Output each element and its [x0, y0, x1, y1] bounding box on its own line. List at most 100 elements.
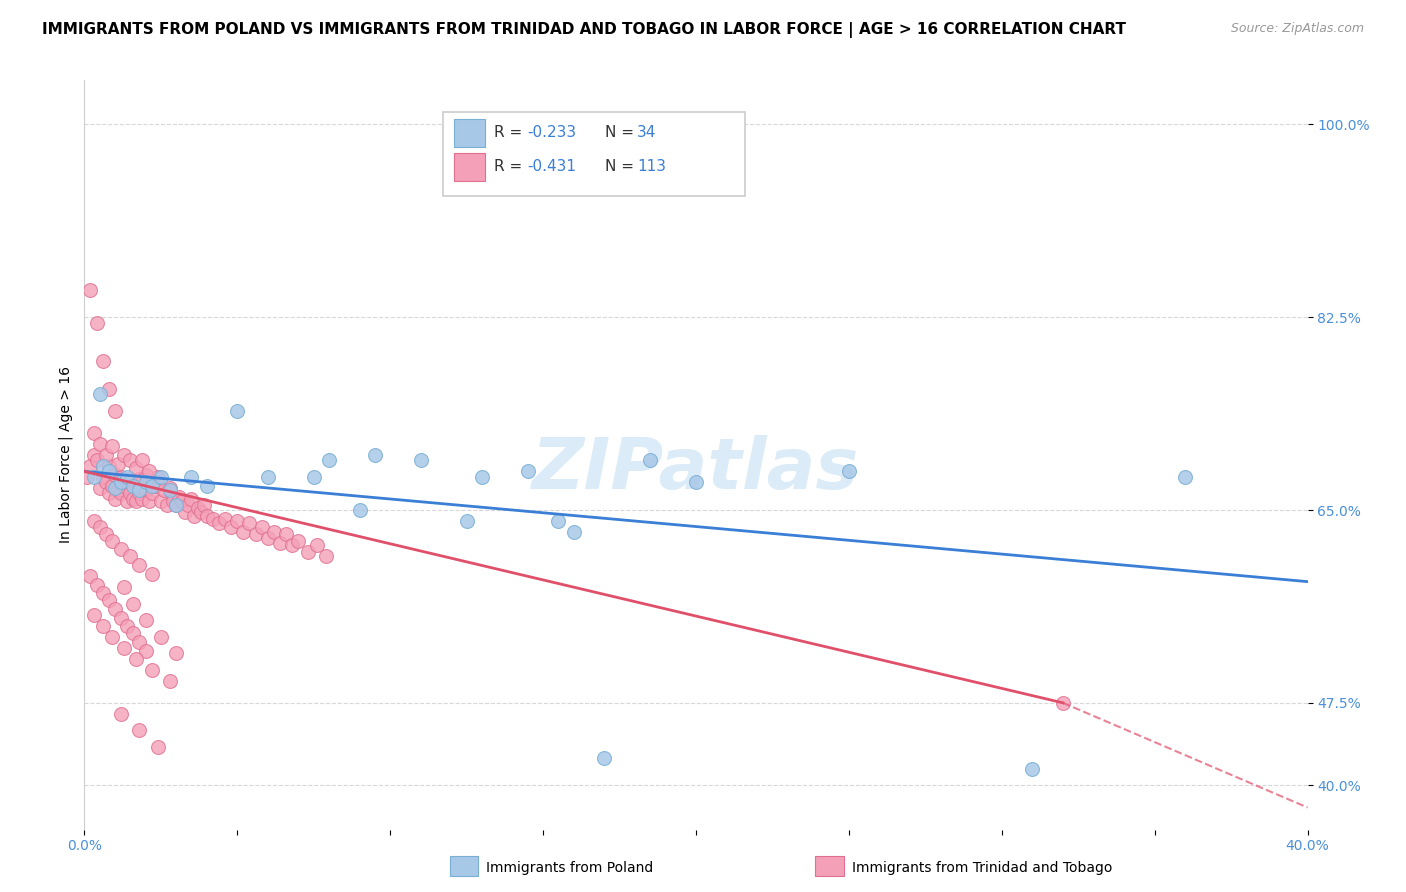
- Point: [115, 618, 138, 632]
- Text: N =: N =: [605, 126, 638, 140]
- Point: [97, 382, 120, 396]
- Point: [1052, 696, 1074, 710]
- Point: [146, 739, 169, 754]
- Point: [89, 481, 111, 495]
- Point: [838, 465, 860, 479]
- Point: [593, 751, 616, 765]
- Point: [141, 663, 163, 677]
- Point: [94, 527, 117, 541]
- Point: [297, 545, 319, 559]
- Text: ZIPatlas: ZIPatlas: [533, 435, 859, 504]
- Text: 34: 34: [637, 126, 657, 140]
- Point: [159, 673, 181, 688]
- Point: [138, 465, 160, 479]
- Point: [125, 494, 148, 508]
- Point: [112, 580, 135, 594]
- Point: [120, 453, 142, 467]
- Point: [257, 531, 280, 545]
- Point: [159, 483, 181, 498]
- Point: [177, 498, 200, 512]
- Point: [250, 519, 273, 533]
- Point: [190, 505, 212, 519]
- Point: [104, 404, 127, 418]
- Point: [232, 524, 254, 539]
- Point: [122, 479, 145, 493]
- Point: [193, 498, 215, 512]
- Point: [128, 483, 150, 498]
- Point: [89, 437, 111, 451]
- Y-axis label: In Labor Force | Age > 16: In Labor Force | Age > 16: [59, 367, 73, 543]
- Point: [149, 630, 172, 644]
- Point: [97, 486, 120, 500]
- Point: [685, 475, 707, 490]
- Point: [91, 470, 114, 484]
- Point: [131, 491, 153, 506]
- Point: [83, 514, 105, 528]
- Point: [110, 475, 132, 490]
- Point: [83, 607, 105, 622]
- Point: [183, 508, 205, 523]
- Point: [101, 533, 124, 548]
- Point: [86, 578, 108, 592]
- Point: [364, 448, 387, 462]
- Point: [125, 652, 148, 666]
- Point: [180, 470, 202, 484]
- Point: [349, 503, 371, 517]
- Point: [141, 479, 163, 493]
- Point: [128, 472, 150, 486]
- Point: [97, 458, 120, 473]
- Point: [263, 524, 285, 539]
- Point: [318, 453, 340, 467]
- Point: [110, 706, 132, 721]
- Point: [91, 585, 114, 599]
- Point: [245, 527, 267, 541]
- Point: [76, 470, 98, 484]
- Point: [186, 500, 208, 515]
- Point: [107, 457, 129, 471]
- Point: [79, 283, 101, 297]
- Point: [195, 479, 218, 493]
- Point: [153, 483, 176, 498]
- Point: [120, 472, 142, 486]
- Point: [141, 486, 163, 500]
- Point: [143, 479, 166, 493]
- Point: [135, 475, 157, 490]
- Point: [128, 723, 150, 738]
- Point: [138, 494, 160, 508]
- Point: [547, 514, 569, 528]
- Point: [562, 524, 585, 539]
- Point: [174, 505, 197, 519]
- Point: [101, 479, 124, 493]
- Point: [86, 316, 108, 330]
- Point: [1174, 470, 1197, 484]
- Point: [165, 498, 187, 512]
- Point: [94, 475, 117, 490]
- Point: [238, 516, 260, 531]
- Point: [104, 602, 127, 616]
- Point: [269, 536, 291, 550]
- Point: [110, 486, 132, 500]
- Point: [287, 533, 309, 548]
- Point: [208, 516, 231, 531]
- Point: [115, 494, 138, 508]
- Point: [110, 541, 132, 556]
- Text: -0.431: -0.431: [527, 160, 576, 174]
- Point: [214, 512, 236, 526]
- Point: [165, 646, 187, 660]
- Point: [302, 470, 325, 484]
- Point: [79, 458, 101, 473]
- Point: [226, 514, 249, 528]
- Point: [638, 453, 661, 467]
- Point: [91, 618, 114, 632]
- Point: [141, 566, 163, 581]
- Point: [79, 569, 101, 583]
- Point: [104, 481, 127, 495]
- Point: [219, 519, 242, 533]
- Point: [104, 467, 127, 482]
- Point: [83, 448, 105, 462]
- Point: [156, 498, 179, 512]
- Point: [167, 490, 190, 504]
- Point: [83, 425, 105, 440]
- Point: [180, 491, 202, 506]
- Point: [516, 465, 538, 479]
